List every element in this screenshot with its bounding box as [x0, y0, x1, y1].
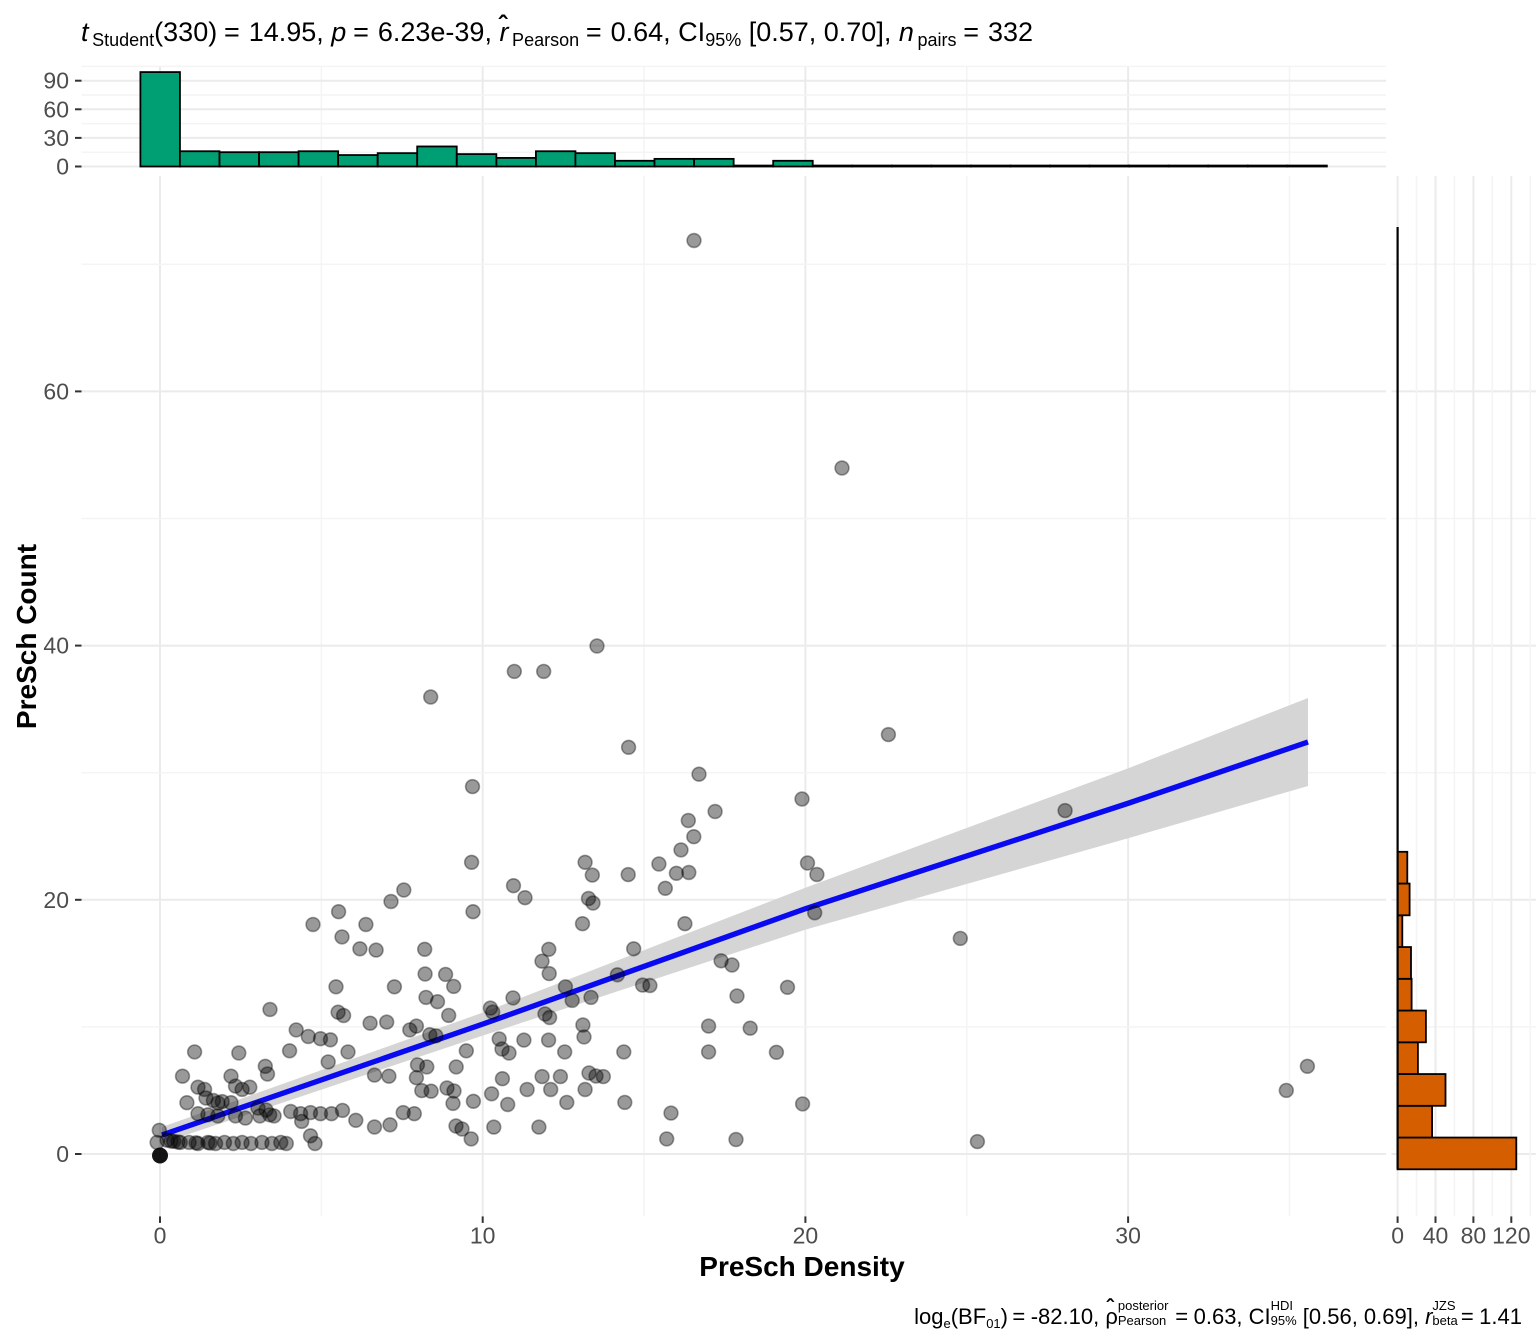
svg-text:PreSch Density: PreSch Density — [699, 1251, 905, 1282]
svg-text:0: 0 — [56, 154, 69, 180]
svg-text:0: 0 — [1391, 1223, 1404, 1249]
svg-text:0: 0 — [56, 1141, 69, 1167]
svg-text:PreSch Count: PreSch Count — [11, 544, 42, 729]
svg-text:40: 40 — [1423, 1223, 1449, 1249]
svg-text:60: 60 — [43, 96, 69, 122]
svg-text:90: 90 — [43, 68, 69, 94]
svg-text:120: 120 — [1492, 1223, 1530, 1249]
svg-text:10: 10 — [470, 1223, 496, 1249]
svg-text:20: 20 — [43, 887, 69, 913]
svg-text:0: 0 — [154, 1223, 167, 1249]
svg-text:60: 60 — [43, 378, 69, 404]
svg-text:30: 30 — [1115, 1223, 1141, 1249]
svg-text:80: 80 — [1461, 1223, 1487, 1249]
svg-text:20: 20 — [793, 1223, 819, 1249]
svg-text:40: 40 — [43, 633, 69, 659]
svg-text:30: 30 — [43, 125, 69, 151]
